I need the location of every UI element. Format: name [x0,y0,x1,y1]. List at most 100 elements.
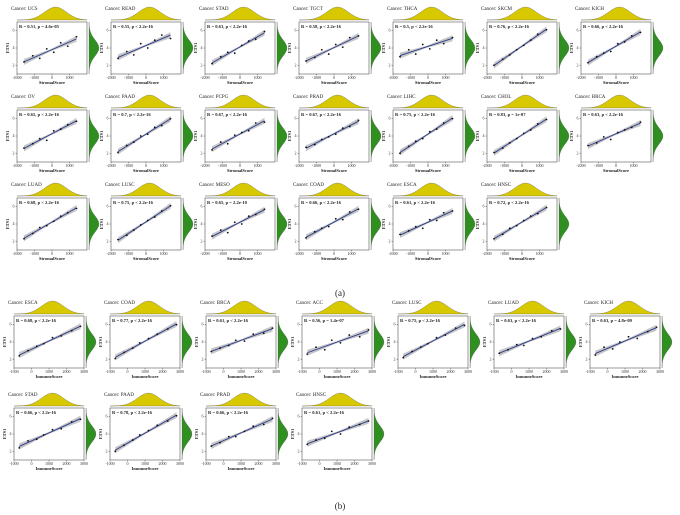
y-tick-label: 2 [201,238,203,243]
y-tick-label: 6 [10,414,12,419]
point [348,210,351,213]
y-tick-label: 6 [295,116,297,121]
x-tick-label: 1000 [442,251,450,256]
top-density [205,300,277,315]
scatter-panel: Cancer: HNSC -1000 0 1000 2000 3000 2 4 6 ImmuneS… [290,392,385,471]
point [611,348,614,350]
point [442,211,445,214]
x-tick-label: -1000 [105,369,114,374]
x-tick-label: 1000 [348,251,356,256]
y-tick-label: 4 [295,133,297,138]
right-density [85,315,97,369]
point [515,224,518,227]
x-tick-label: 0 [127,369,129,374]
x-tick-label: -1000 [297,461,306,466]
y-tick-label: 6 [389,116,391,121]
scatter-panel: Cancer: PRAD -1000 0 1000 2000 3000 2 4 6 ImmuneS… [194,392,289,471]
y-axis-label: ETS1 [193,218,198,230]
point [156,424,159,427]
point [271,417,274,420]
right-density [276,21,288,75]
plot-frame [204,197,276,251]
point [545,118,548,121]
point [454,327,457,330]
x-tick-label: 3000 [272,369,280,374]
point [367,328,370,331]
point [147,337,150,340]
point [327,53,330,55]
panel-title: Cancer: SKCM [481,7,513,12]
point [609,50,612,53]
point [139,135,142,137]
x-axis-label: StromalScore [39,256,65,261]
x-tick-label: -1000 [312,251,321,256]
point [305,236,307,239]
point [402,356,405,359]
point [175,323,178,326]
point [540,335,543,338]
x-tick-label: 0 [427,163,429,168]
annotation: R = 0.61, p < 2.2e-16 [208,318,249,323]
point [210,350,213,353]
y-tick-label: 4 [201,45,203,50]
panel-title: Cancer: HNSC [296,393,327,398]
x-tick-label: -1000 [594,163,603,168]
point [313,56,316,59]
point [407,48,410,51]
point [627,335,630,338]
x-axis-label: StromalScore [133,256,159,261]
x-tick-label: 1000 [160,251,168,256]
y-tick-label: 6 [295,28,297,33]
point [348,125,351,128]
point [123,444,125,447]
y-tick-label: 4 [201,133,203,138]
point [18,446,21,449]
annotation: R = 0.56, p = 1.4e-07 [304,318,345,323]
top-density [110,94,182,109]
y-tick-label: 4 [298,339,300,344]
x-tick-label: 1000 [237,369,245,374]
point [320,48,323,51]
y-tick-label: 6 [577,28,579,33]
point [414,140,417,143]
x-tick-label: -1000 [393,369,402,374]
point [38,137,41,140]
plot-frame [13,407,85,461]
x-tick-label: -2000 [106,163,115,168]
point [160,34,163,36]
y-tick-label: 6 [13,204,15,209]
y-tick-label: 6 [389,204,391,209]
x-tick-label: -1000 [312,75,321,80]
point [334,217,337,220]
point [348,334,351,336]
x-axis-label: ImmuneScore [36,466,63,471]
y-tick-label: 4 [490,339,492,344]
point [421,137,424,140]
panel-title: Cancer: LUAD [488,301,519,306]
plot-frame [397,315,469,369]
top-density [204,6,276,21]
point [646,330,649,333]
point [529,39,532,42]
point [35,345,38,348]
x-tick-label: 1000 [442,75,450,80]
x-tick-label: 1000 [141,369,149,374]
top-density [16,182,88,197]
point [501,58,504,61]
y-tick-label: 2 [10,356,12,361]
x-tick-label: -1000 [9,461,18,466]
x-axis-label: StromalScore [321,256,347,261]
point [138,341,141,344]
y-axis-label: ETS1 [386,336,391,348]
point [117,238,119,241]
point [52,51,55,54]
y-tick-label: 6 [107,204,109,209]
right-density [464,109,476,163]
x-tick-label: -2000 [294,163,303,168]
y-axis-label: ETS1 [194,336,199,348]
panel-title: Cancer: BRCA [575,95,606,100]
annotation: R = 0.65, p = 2.2e-10 [207,200,248,205]
panel-title: Cancer: STAD [8,393,38,398]
y-tick-label: 2 [483,150,485,155]
y-tick-label: 6 [295,204,297,209]
